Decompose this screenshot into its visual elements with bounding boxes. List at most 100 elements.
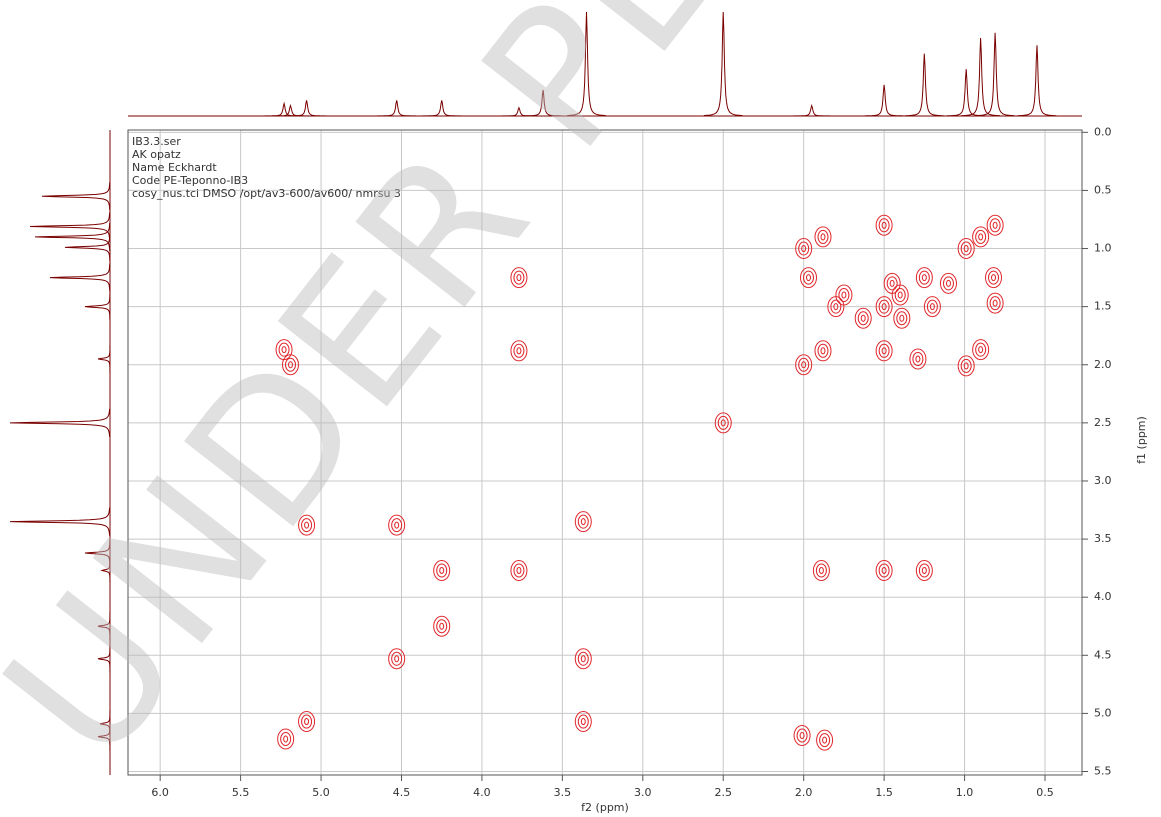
cross-peak bbox=[972, 226, 990, 248]
cross-peak bbox=[394, 521, 400, 529]
cross-peak bbox=[989, 218, 1001, 233]
cross-peak bbox=[921, 566, 927, 574]
y-tick-label: 4.0 bbox=[1094, 590, 1112, 603]
cross-peak bbox=[875, 559, 893, 581]
cross-peak bbox=[277, 728, 295, 750]
cross-peak bbox=[801, 245, 807, 253]
cross-peak bbox=[857, 311, 869, 326]
cross-peak bbox=[945, 279, 951, 287]
x-axis-label: f2 (ppm) bbox=[581, 801, 629, 814]
cross-peak bbox=[909, 348, 927, 370]
cross-peak bbox=[817, 343, 829, 358]
cross-peak bbox=[988, 270, 1000, 285]
cross-peak bbox=[926, 299, 938, 314]
cross-peak bbox=[301, 518, 313, 533]
cross-peak bbox=[280, 731, 292, 746]
cross-peak bbox=[881, 566, 887, 574]
cross-peak bbox=[577, 514, 589, 529]
y-axis-label: f1 (ppm) bbox=[1135, 416, 1148, 464]
projection-peak bbox=[97, 722, 111, 751]
cross-peak bbox=[878, 299, 890, 314]
cross-peak bbox=[918, 270, 930, 285]
cross-peak bbox=[875, 296, 893, 318]
y-tick-label: 3.0 bbox=[1094, 474, 1112, 487]
cross-peak bbox=[516, 274, 522, 282]
cross-peak bbox=[580, 655, 586, 663]
cross-peak bbox=[986, 214, 1004, 236]
cross-peak bbox=[394, 655, 400, 663]
cross-peak bbox=[513, 343, 525, 358]
cross-peak bbox=[822, 736, 828, 744]
cross-peak bbox=[878, 218, 890, 233]
cross-peak bbox=[516, 566, 522, 574]
cross-peak bbox=[814, 226, 832, 248]
cross-peak bbox=[812, 559, 830, 581]
cross-peak bbox=[284, 357, 296, 372]
y-tick-label: 5.0 bbox=[1094, 706, 1112, 719]
cross-peak bbox=[875, 214, 893, 236]
cross-peak bbox=[963, 245, 969, 253]
projection-peak bbox=[975, 32, 1015, 117]
x-tick-label: 6.0 bbox=[151, 786, 169, 799]
cross-peak bbox=[818, 566, 824, 574]
cross-peak bbox=[577, 651, 589, 666]
cross-peak bbox=[881, 347, 887, 355]
x-tick-label: 2.0 bbox=[795, 786, 813, 799]
annotation: IB3.3.ser bbox=[132, 135, 181, 148]
projection-peak bbox=[34, 222, 111, 251]
projection-peak bbox=[9, 408, 111, 437]
projection-peak bbox=[377, 100, 416, 117]
cross-peak bbox=[298, 711, 316, 733]
cross-peak bbox=[897, 291, 903, 299]
cross-peak bbox=[298, 514, 316, 536]
projection-peak bbox=[9, 507, 111, 536]
cross-peak bbox=[841, 291, 847, 299]
cross-peak bbox=[992, 299, 998, 307]
cross-peak bbox=[388, 514, 406, 536]
cross-peak bbox=[985, 267, 1003, 289]
annotation: Name Eckhardt bbox=[132, 161, 217, 174]
cross-peak bbox=[815, 563, 827, 578]
projection-peak bbox=[97, 644, 111, 673]
cross-peak bbox=[287, 361, 293, 369]
projection-peak bbox=[97, 612, 111, 641]
cross-peak bbox=[921, 274, 927, 282]
x-tick-label: 1.0 bbox=[956, 786, 974, 799]
cross-peak bbox=[899, 314, 905, 322]
projection-peak bbox=[1017, 45, 1057, 117]
y-tick-label: 5.5 bbox=[1094, 765, 1112, 778]
cross-peak bbox=[833, 303, 839, 311]
cross-peak bbox=[881, 303, 887, 311]
cross-peak bbox=[574, 511, 592, 533]
cross-peak bbox=[391, 651, 403, 666]
projection-peak bbox=[792, 103, 831, 117]
projection-peak bbox=[264, 101, 304, 117]
annotation: cosy_nus.tci DMSO /opt/av3-600/av600/ nm… bbox=[132, 187, 401, 200]
x-tick-label: 4.0 bbox=[473, 786, 491, 799]
cross-peak bbox=[799, 731, 805, 739]
plot-frame bbox=[127, 129, 1083, 776]
cross-peak bbox=[798, 241, 810, 256]
y-tick-label: 2.0 bbox=[1094, 358, 1112, 371]
cross-peak bbox=[883, 272, 901, 294]
projection-peak bbox=[287, 100, 326, 117]
cross-peak bbox=[878, 563, 890, 578]
cross-peak bbox=[939, 272, 957, 294]
y-tick-label: 3.5 bbox=[1094, 532, 1112, 545]
cross-peak bbox=[801, 361, 807, 369]
projection-peak bbox=[41, 182, 111, 211]
cross-peak bbox=[817, 229, 829, 244]
cross-peak bbox=[283, 735, 289, 743]
cross-peak bbox=[991, 274, 997, 282]
x-tick-label: 0.5 bbox=[1036, 786, 1054, 799]
cross-peak bbox=[820, 233, 826, 241]
projection-peak bbox=[905, 53, 944, 117]
projection-peak bbox=[29, 212, 111, 241]
watermark: UNDER PEER REVIEW bbox=[0, 0, 1161, 800]
annotation: AK opatz bbox=[132, 148, 181, 161]
cross-peak bbox=[574, 711, 592, 733]
y-tick-label: 0.0 bbox=[1094, 125, 1112, 138]
x-tick-label: 1.5 bbox=[875, 786, 893, 799]
cross-peak bbox=[795, 238, 813, 260]
